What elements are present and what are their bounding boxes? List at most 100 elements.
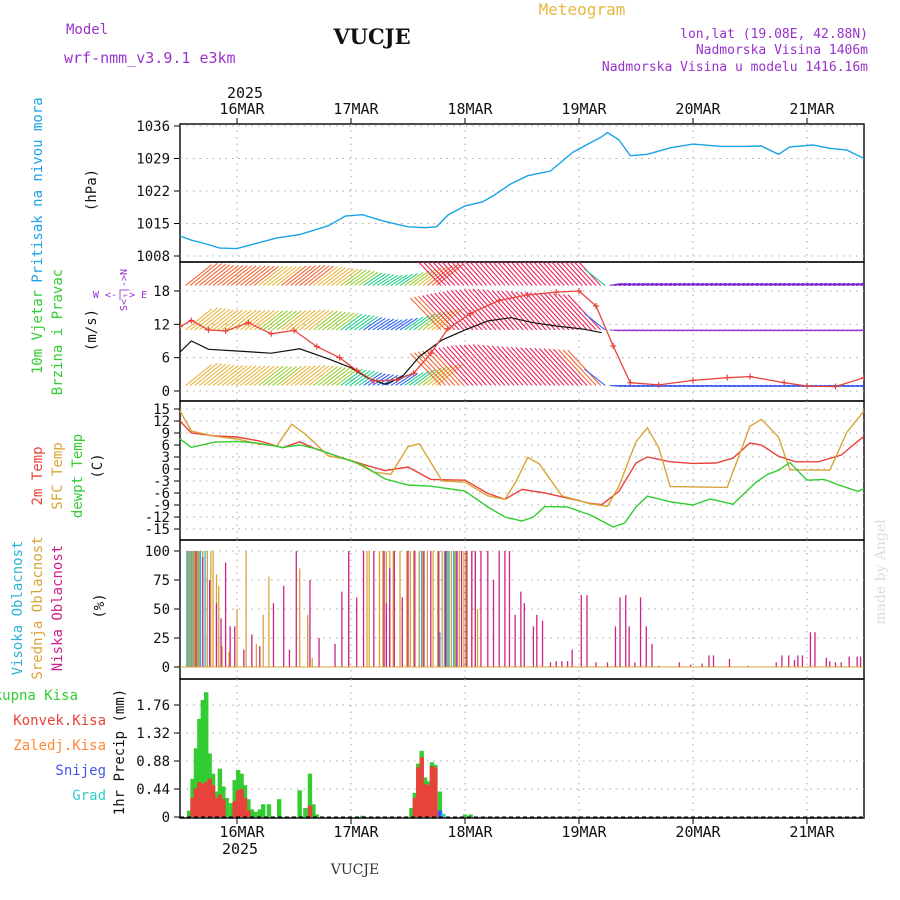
- wind-arrow: [344, 369, 367, 386]
- wind-arrow: [573, 262, 597, 286]
- precip-bar: [207, 778, 212, 817]
- wind-arrow: [505, 262, 529, 286]
- clouds-ytick-label: 25: [153, 631, 170, 647]
- wind-arrow: [584, 368, 606, 386]
- wind-arrow: [294, 309, 321, 331]
- wind-arrow: [472, 344, 510, 386]
- series-line-dewpt-temp: [179, 438, 865, 528]
- wind-arrow: [221, 265, 248, 286]
- wind-arrow: [203, 308, 231, 331]
- wind-arrow: [185, 364, 213, 386]
- wind-arrow: [317, 311, 342, 331]
- wind-arrow: [340, 313, 363, 331]
- precip-bar: [186, 810, 192, 817]
- wind-arrow: [455, 289, 492, 331]
- wind-arrow: [555, 262, 579, 286]
- wind-arrow: [322, 367, 347, 386]
- wind-arrow: [367, 373, 386, 386]
- gust-marker: [610, 343, 617, 349]
- gust-marker: [180, 323, 183, 330]
- wind-arrow: [372, 373, 390, 386]
- wind-arrow: [413, 369, 436, 386]
- wind-arrow: [542, 262, 565, 286]
- gust-marker: [393, 376, 400, 383]
- wind-arrow: [855, 283, 864, 286]
- wind-arrow: [217, 309, 244, 331]
- wind-arrow: [434, 348, 469, 386]
- wind-arrow: [354, 315, 375, 331]
- wind-arrow: [294, 365, 321, 386]
- precip-bar: [261, 804, 266, 817]
- temperature-ytick-label: 6: [162, 438, 170, 454]
- clouds-ytick-label: 75: [153, 573, 170, 589]
- wind-arrow: [212, 365, 239, 386]
- wind-arrow: [417, 367, 442, 386]
- precip-bar: [311, 804, 316, 817]
- cloud-unit: (%): [92, 593, 108, 618]
- wind-arrow: [534, 292, 570, 331]
- wind-arrow: [515, 291, 551, 331]
- gust-marker: [444, 325, 451, 332]
- wind-arrow: [308, 365, 334, 386]
- wind-arrow: [240, 365, 266, 386]
- wind-arrow: [208, 365, 235, 386]
- wind-arrow: [418, 295, 451, 331]
- wind-arrow: [741, 282, 755, 286]
- wind-arrow: [349, 270, 371, 286]
- wind-arrow: [764, 282, 777, 286]
- wind-arrow: [221, 365, 248, 386]
- wind-arrow: [805, 282, 818, 286]
- wind-arrow: [335, 268, 359, 286]
- top-date-label: 21MAR: [789, 100, 835, 118]
- bottom-date-label: 16MAR: [219, 823, 265, 841]
- wind-arrow: [422, 262, 447, 286]
- wind-arrow: [367, 317, 386, 331]
- wind-arrow: [281, 265, 307, 286]
- wind-arrow: [691, 282, 704, 286]
- wind-arrow: [262, 365, 288, 386]
- wind-arrow: [482, 289, 519, 331]
- wind-arrow: [326, 267, 351, 286]
- wind-arrow: [331, 368, 355, 386]
- precip-bar: [437, 810, 443, 817]
- wind-arrow: [331, 312, 355, 331]
- wind-title: 10m Vjetar: [30, 290, 46, 374]
- temperature-ytick-label: -3: [153, 474, 170, 490]
- wind-arrow: [609, 282, 622, 286]
- wind-arrow: [486, 289, 524, 331]
- wind-arrow: [253, 265, 279, 286]
- wind-arrow: [751, 282, 764, 286]
- wind-arrow: [719, 282, 732, 286]
- wind-arrow: [459, 344, 497, 386]
- precip-bar: [232, 801, 237, 817]
- wind-arrow: [430, 293, 465, 331]
- precip-bar: [224, 797, 229, 817]
- wind-arrow: [492, 262, 515, 286]
- year-label-bottom: 2025: [222, 840, 258, 858]
- wind-arrow: [463, 289, 501, 331]
- bottom-date-label: 18MAR: [447, 823, 493, 841]
- wind-arrow: [814, 282, 828, 286]
- panel-precip: 0 0.44 0.88 1.32 1.76: [136, 678, 865, 826]
- wind-arrow: [460, 262, 483, 286]
- wind-arrow: [446, 290, 483, 331]
- wind-arrow: [837, 282, 850, 286]
- gust-marker: [804, 383, 810, 389]
- wind-arrow: [413, 352, 447, 386]
- temperature-ytick-label: 15: [153, 402, 170, 418]
- wind-arrow: [446, 262, 469, 286]
- wind-arrow: [354, 270, 375, 286]
- wind-arrow: [418, 351, 451, 386]
- panel-pressure: 1008 1015 1022 1029 1036: [136, 119, 865, 265]
- wind-arrow: [344, 314, 367, 331]
- wind-arrow: [792, 282, 805, 286]
- precip-bar: [190, 797, 195, 817]
- temp2m-title: 2m Temp: [30, 446, 46, 505]
- wind-arrow: [404, 316, 424, 331]
- precip-bar: [303, 808, 308, 817]
- wind-arrow: [303, 265, 330, 286]
- wind-arrow: [819, 282, 832, 286]
- wind-arrow: [203, 264, 231, 286]
- wind-arrow: [478, 262, 501, 286]
